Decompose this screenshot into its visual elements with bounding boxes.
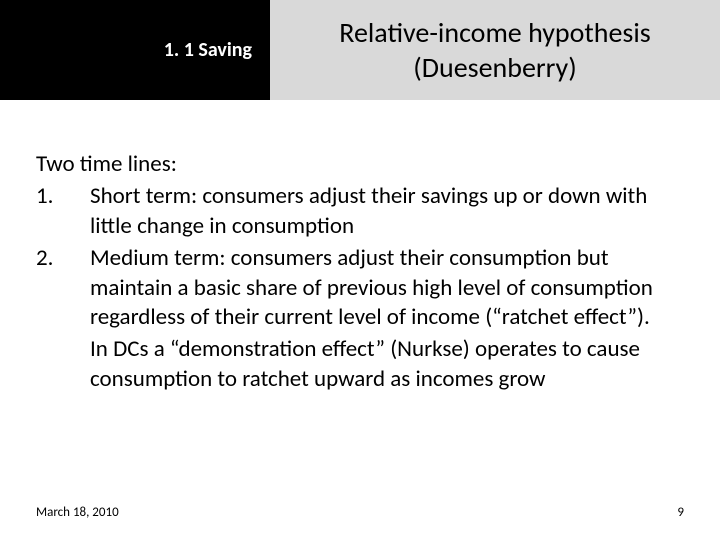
footer-date: March 18, 2010	[36, 505, 119, 520]
header-section-label: 1. 1 Saving	[164, 38, 252, 62]
slide-body: Two time lines: 1. Short term: consumers…	[36, 150, 684, 395]
slide: 1. 1 Saving Relative-income hypothesis (…	[0, 0, 720, 540]
list-subtext: In DCs a “demonstration effect” (Nurkse)…	[90, 335, 684, 395]
list-text: Short term: consumers adjust their savin…	[90, 182, 684, 242]
body-intro: Two time lines:	[36, 150, 684, 180]
slide-header: 1. 1 Saving Relative-income hypothesis (…	[0, 0, 720, 100]
header-left-box: 1. 1 Saving	[0, 0, 270, 100]
body-list: 1. Short term: consumers adjust their sa…	[36, 182, 684, 395]
list-item: 2. Medium term: consumers adjust their c…	[36, 244, 684, 334]
footer-page-number: 9	[677, 505, 684, 520]
list-item: 1. Short term: consumers adjust their sa…	[36, 182, 684, 242]
slide-footer: March 18, 2010 9	[36, 505, 684, 520]
list-text: Medium term: consumers adjust their cons…	[90, 244, 684, 334]
list-number: 1.	[36, 182, 90, 242]
slide-title: Relative-income hypothesis (Duesenberry)	[286, 15, 704, 85]
header-right-box: Relative-income hypothesis (Duesenberry)	[270, 0, 720, 100]
list-number: 2.	[36, 244, 90, 334]
